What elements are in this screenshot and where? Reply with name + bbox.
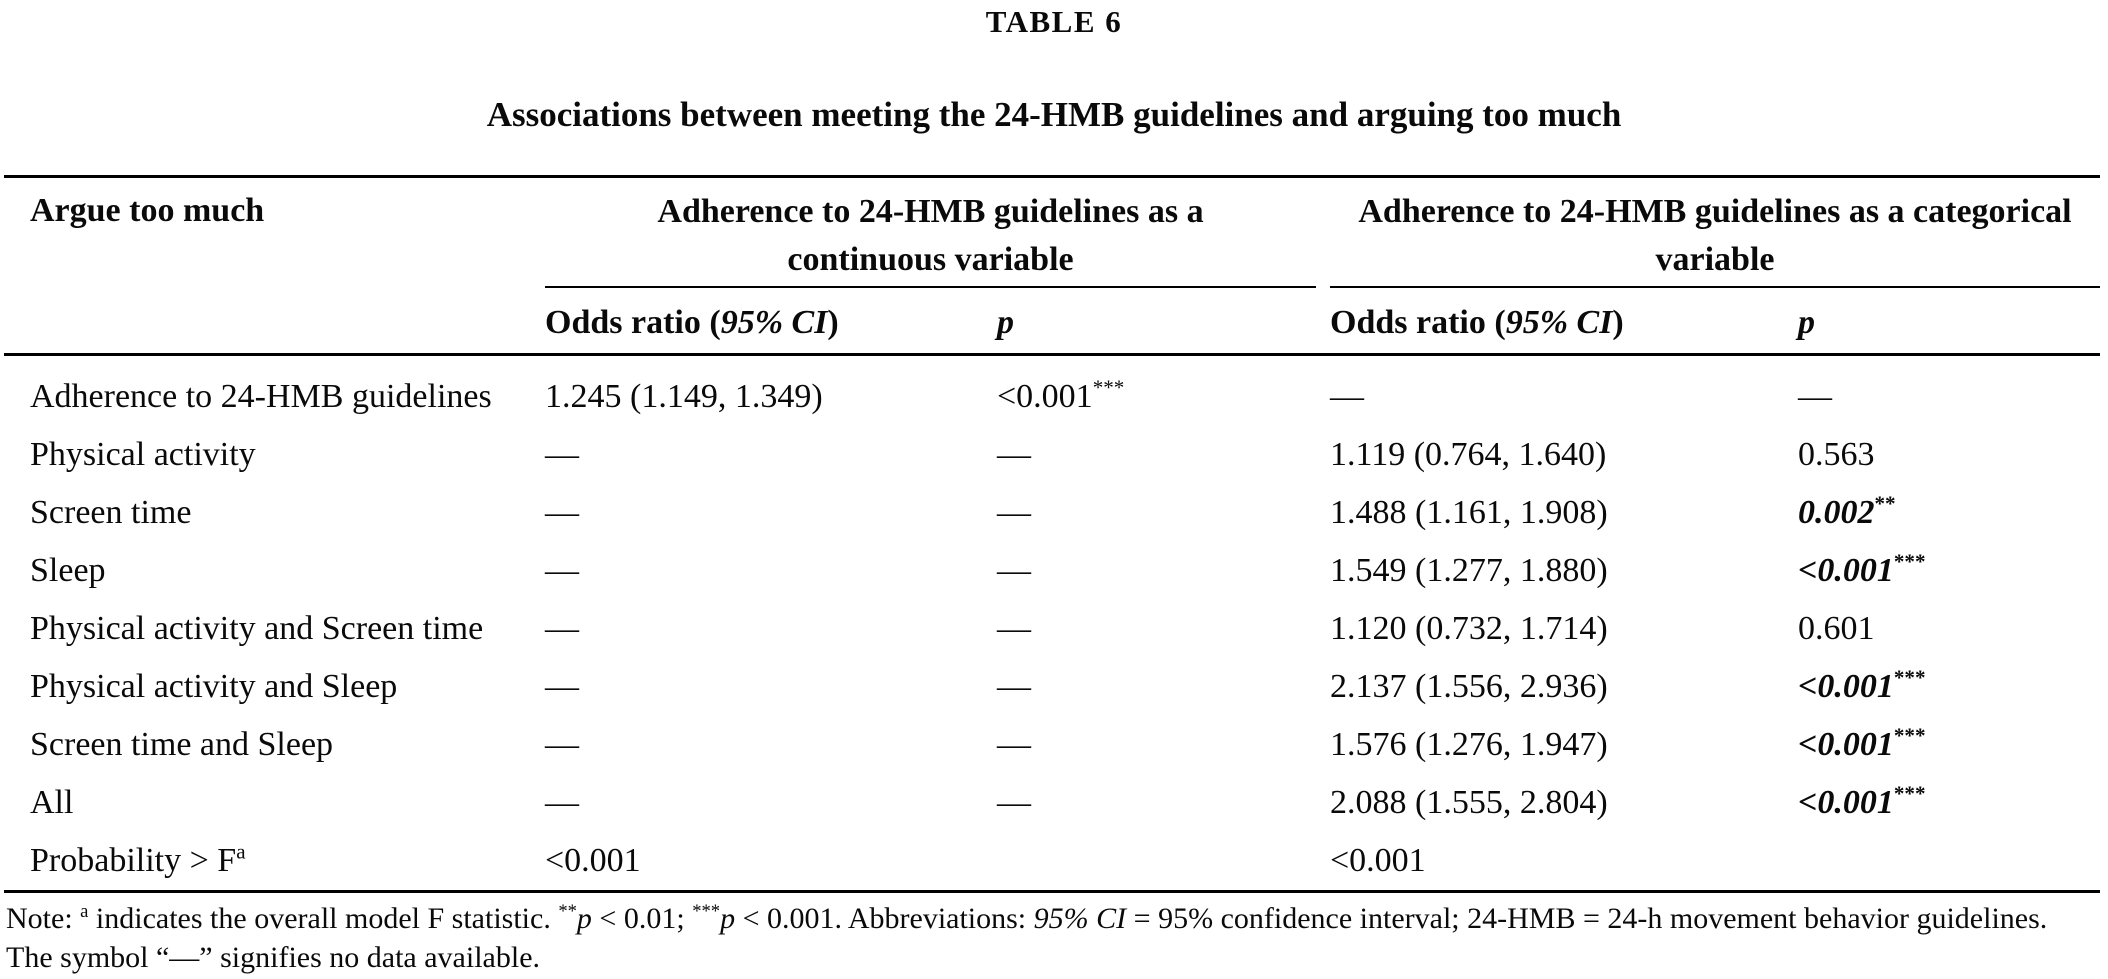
cell-odds-ratio-continuous: — <box>545 784 579 821</box>
col-header-odds-ratio-categorical: Odds ratio (95% CI) <box>1330 288 1798 353</box>
column-group-title-line: Adherence to 24-HMB guidelines as a <box>657 193 1204 230</box>
cell-p-continuous: <0.001*** <box>997 375 1125 415</box>
table-label: TABLE 6 <box>985 4 1123 39</box>
cell-p-categorical: <0.001*** <box>1798 781 1926 821</box>
col-header-text: ) <box>1612 304 1624 341</box>
cell-odds-ratio-categorical: — <box>1330 378 1364 415</box>
column-group-title-line: Adherence to 24-HMB guidelines as a cate… <box>1358 193 2072 230</box>
cell-odds-ratio-categorical: 1.120 (0.732, 1.714) <box>1330 610 1608 647</box>
cell-p-categorical: 0.601 <box>1798 610 1875 647</box>
table-row: Screen time — — 1.488 (1.161, 1.908) 0.002** <box>4 484 2100 542</box>
table-row: Probability > Fa <0.001 <0.001 <box>4 832 2100 890</box>
row-label: All <box>30 784 74 821</box>
column-group-continuous: Adherence to 24-HMB guidelines as a cont… <box>545 178 1316 288</box>
cell-p-categorical: <0.001*** <box>1798 665 1926 705</box>
table-note: Note: a indicates the overall model F st… <box>6 899 2096 977</box>
col-header-ci-text: 95% CI <box>1505 304 1613 341</box>
note-segment: p <box>720 902 736 935</box>
column-group-title-line: variable <box>1655 241 1775 278</box>
table-row: Screen time and Sleep — — 1.576 (1.276, 1.9… <box>4 716 2100 774</box>
cell-p-continuous: — <box>997 610 1031 647</box>
table-body: Adherence to 24-HMB guidelines 1.245 (1.1… <box>4 356 2100 893</box>
col-header-text: Odds ratio ( <box>1330 304 1506 341</box>
note-segment: 95% CI <box>1033 902 1127 935</box>
stub-header: Argue too much <box>30 192 265 229</box>
cell-odds-ratio-continuous: — <box>545 726 579 763</box>
header-row-groups: Argue too much Adherence to 24-HMB guide… <box>4 178 2100 288</box>
table-row: Sleep — — 1.549 (1.277, 1.880) <0.001*** <box>4 542 2100 600</box>
note-segment: = 95% confidence interval; 24-HMB = 24-h… <box>6 902 2048 974</box>
cell-odds-ratio-continuous: — <box>545 668 579 705</box>
table-row: Physical activity and Sleep — — 2.137 (1.55… <box>4 658 2100 716</box>
cell-odds-ratio-continuous: <0.001 <box>545 842 641 879</box>
header-row-columns: Odds ratio (95% CI) p Odds ratio (95% CI… <box>4 288 2100 353</box>
note-segment: ** <box>558 901 577 922</box>
table-row: Physical activity and Screen time — — 1.120… <box>4 600 2100 658</box>
cell-odds-ratio-categorical: 2.137 (1.556, 2.936) <box>1330 668 1608 705</box>
cell-odds-ratio-categorical: 2.088 (1.555, 2.804) <box>1330 784 1608 821</box>
cell-p-categorical: — <box>1798 378 1832 415</box>
stub-header-spacer <box>4 288 545 353</box>
row-label: Probability > Fa <box>30 839 246 879</box>
row-label: Screen time and Sleep <box>30 726 334 763</box>
cell-odds-ratio-continuous: — <box>545 494 579 531</box>
table-row: All — — 2.088 (1.555, 2.804) <0.001*** <box>4 774 2100 832</box>
note-segment: *** <box>692 901 721 922</box>
cell-odds-ratio-categorical: 1.119 (0.764, 1.640) <box>1330 436 1607 473</box>
cell-p-categorical: <0.001*** <box>1798 723 1926 763</box>
note-segment: indicates the overall model F statistic. <box>88 902 559 935</box>
cell-p-continuous: — <box>997 552 1031 589</box>
cell-p-continuous: — <box>997 494 1031 531</box>
cell-odds-ratio-categorical: 1.576 (1.276, 1.947) <box>1330 726 1608 763</box>
table-row: Adherence to 24-HMB guidelines 1.245 (1.1… <box>4 368 2100 426</box>
row-label: Sleep <box>30 552 106 589</box>
data-table: Argue too much Adherence to 24-HMB guide… <box>4 175 2100 893</box>
col-header-text: Odds ratio ( <box>545 304 721 341</box>
col-header-ci-text: 95% CI <box>720 304 828 341</box>
cell-p-categorical: 0.002** <box>1798 491 1896 531</box>
row-label: Physical activity and Screen time <box>30 610 484 647</box>
cell-odds-ratio-continuous: 1.245 (1.149, 1.349) <box>545 378 823 415</box>
column-group-title-line: continuous variable <box>787 241 1074 278</box>
cell-odds-ratio-continuous: — <box>545 610 579 647</box>
table-row: Physical activity — — 1.119 (0.764, 1.640) 0… <box>4 426 2100 484</box>
col-header-text: ) <box>827 304 839 341</box>
note-segment: < 0.01; <box>591 902 693 935</box>
col-header-p-categorical: p <box>1798 304 1815 341</box>
note-segment: p <box>576 902 592 935</box>
cell-odds-ratio-categorical: 1.549 (1.277, 1.880) <box>1330 552 1608 589</box>
cell-odds-ratio-continuous: — <box>545 436 579 473</box>
row-label: Physical activity and Sleep <box>30 668 398 705</box>
table-header: Argue too much Adherence to 24-HMB guide… <box>4 178 2100 356</box>
cell-odds-ratio-continuous: — <box>545 552 579 589</box>
row-label: Physical activity <box>30 436 256 473</box>
cell-p-categorical: <0.001*** <box>1798 549 1926 589</box>
cell-odds-ratio-categorical: 1.488 (1.161, 1.908) <box>1330 494 1608 531</box>
cell-odds-ratio-categorical: <0.001 <box>1330 842 1426 879</box>
table-caption: Associations between meeting the 24-HMB … <box>486 95 1622 134</box>
note-segment: a <box>80 901 89 922</box>
note-segment: Note: <box>6 902 81 935</box>
cell-p-continuous: — <box>997 436 1031 473</box>
cell-p-continuous: — <box>997 784 1031 821</box>
cell-p-categorical: 0.563 <box>1798 436 1875 473</box>
row-label: Screen time <box>30 494 192 531</box>
col-header-odds-ratio-continuous: Odds ratio (95% CI) <box>545 288 997 353</box>
column-group-categorical: Adherence to 24-HMB guidelines as a cate… <box>1330 178 2100 288</box>
row-label: Adherence to 24-HMB guidelines <box>30 378 492 415</box>
note-segment: < 0.001. Abbreviations: <box>735 902 1034 935</box>
col-header-p-continuous: p <box>997 304 1014 341</box>
cell-p-continuous: — <box>997 668 1031 705</box>
cell-p-continuous: — <box>997 726 1031 763</box>
